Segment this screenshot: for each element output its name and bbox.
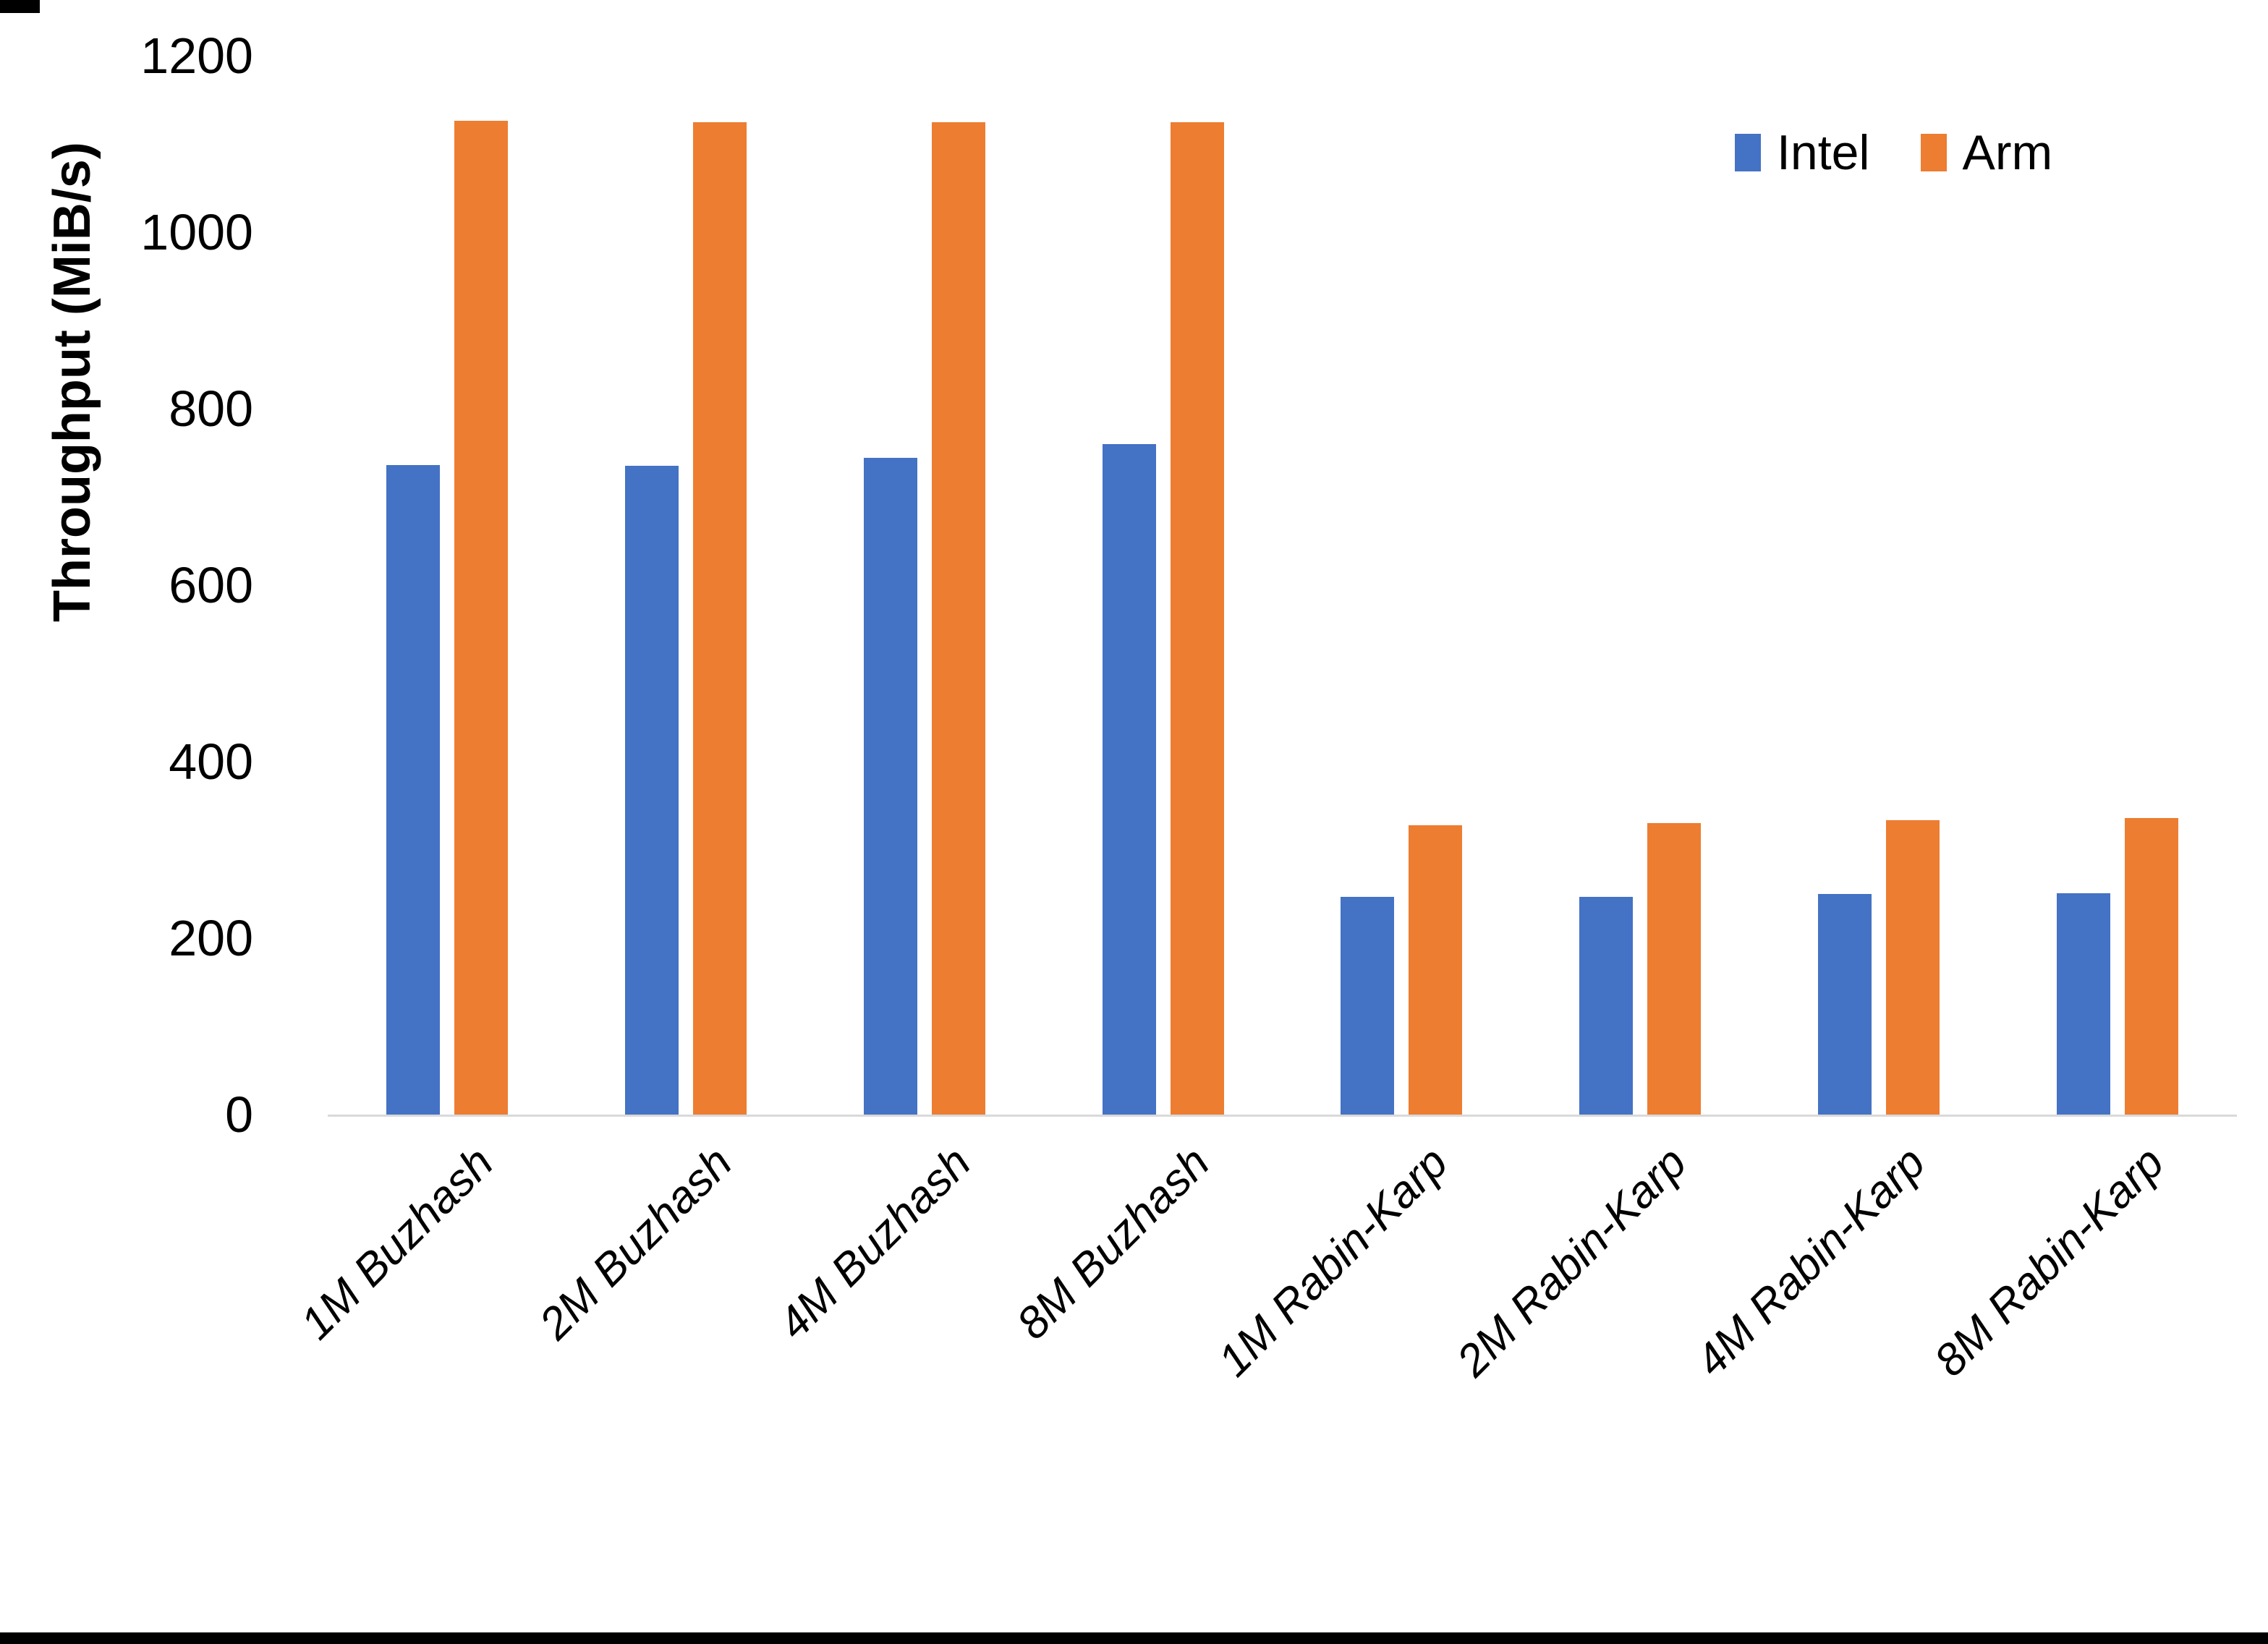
bar-intel-4m-buzhash [863,458,917,1115]
bar-arm-1m-rabin-karp [1409,825,1463,1115]
page-bottom-border [0,1632,2268,1644]
legend-label-intel: Intel [1777,125,1870,180]
bar-arm-2m-rabin-karp [1647,823,1702,1115]
y-tick-label-400: 400 [169,733,253,790]
bar-intel-8m-rabin-karp [2057,893,2111,1115]
x-tick-label-1m-buzhash: 1M Buzhash [291,1137,504,1350]
bar-arm-2m-buzhash [692,122,747,1115]
y-tick-label-600: 600 [169,557,253,613]
legend-swatch-intel [1735,134,1761,171]
legend-item-arm: Arm [1920,124,2053,181]
y-tick-label-1200: 1200 [140,27,253,84]
bar-intel-1m-buzhash [386,465,440,1115]
legend-item-intel: Intel [1735,124,1870,181]
y-tick-label-1000: 1000 [140,204,253,260]
y-tick-label-200: 200 [169,910,253,966]
y-tick-label-800: 800 [169,380,253,437]
x-tick-label-4m-buzhash: 4M Buzhash [768,1137,981,1350]
legend-label-arm: Arm [1962,125,2053,180]
x-tick-label-4m-rabin-karp: 4M Rabin-Karp [1686,1137,1935,1387]
bar-intel-2m-buzhash [624,466,679,1115]
legend: Intel Arm [1735,124,2052,181]
bar-arm-8m-buzhash [1170,122,1224,1115]
x-tick-label-1m-rabin-karp: 1M Rabin-Karp [1209,1137,1458,1387]
x-tick-label-8m-rabin-karp: 8M Rabin-Karp [1924,1137,2174,1387]
x-tick-label-2m-buzhash: 2M Buzhash [530,1137,742,1350]
x-tick-label-8m-buzhash: 8M Buzhash [1007,1137,1220,1350]
bar-arm-8m-rabin-karp [2125,818,2179,1115]
x-tick-label-2m-rabin-karp: 2M Rabin-Karp [1448,1137,1696,1387]
bar-intel-4m-rabin-karp [1818,894,1872,1115]
bar-intel-2m-rabin-karp [1579,896,1634,1115]
legend-swatch-arm [1920,134,1947,171]
y-axis-title: Throughput (MiB/s) [43,142,101,622]
x-axis-line [328,1115,2237,1117]
bar-arm-4m-buzhash [931,122,985,1115]
bar-intel-8m-buzhash [1102,443,1156,1115]
bar-arm-4m-rabin-karp [1886,819,1940,1115]
bar-intel-1m-rabin-karp [1341,896,1395,1115]
page-corner-mark [0,0,40,13]
y-tick-label-0: 0 [225,1086,253,1143]
bar-arm-1m-buzhash [454,121,508,1115]
